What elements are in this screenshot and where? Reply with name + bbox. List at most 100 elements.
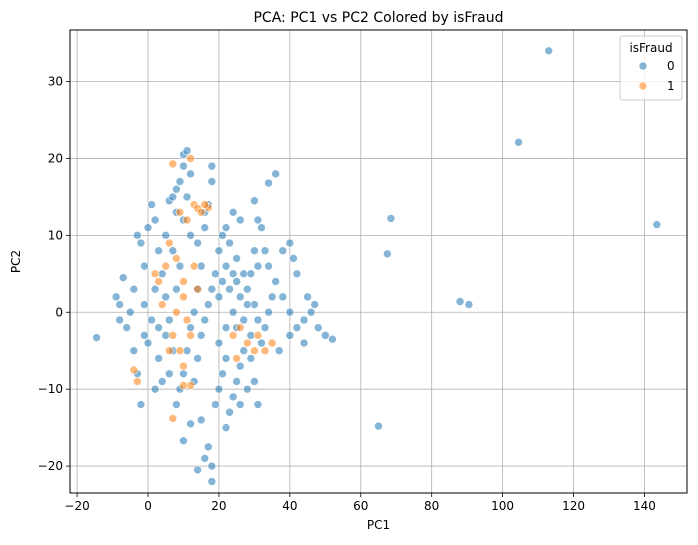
data-point-isfraud-0: [257, 338, 266, 348]
data-point-isfraud-0: [150, 215, 160, 225]
x-tick-label: 60: [353, 499, 368, 513]
x-tick-label: 140: [633, 499, 656, 513]
legend-marker-0: [638, 61, 648, 71]
data-point-isfraud-0: [214, 338, 224, 348]
data-point-isfraud-0: [200, 454, 210, 463]
data-point-isfraud-0: [115, 300, 124, 309]
data-point-isfraud-0: [182, 192, 192, 202]
data-point-isfraud-0: [225, 284, 234, 294]
data-point-isfraud-1: [150, 269, 160, 279]
data-point-isfraud-1: [179, 361, 188, 371]
data-point-isfraud-0: [154, 246, 163, 256]
data-point-isfraud-0: [154, 323, 163, 332]
data-point-isfraud-0: [129, 346, 139, 356]
data-point-isfraud-0: [221, 223, 231, 232]
data-point-isfraud-0: [264, 261, 273, 271]
data-point-isfraud-0: [179, 161, 188, 171]
data-point-isfraud-0: [652, 220, 662, 229]
data-point-isfraud-0: [140, 331, 149, 340]
data-point-isfraud-1: [260, 346, 270, 356]
data-point-isfraud-0: [147, 315, 156, 325]
data-point-isfraud-1: [242, 338, 252, 348]
data-point-isfraud-0: [235, 400, 245, 409]
data-point-isfraud-0: [193, 465, 202, 475]
y-tick-label: 0: [55, 305, 63, 319]
data-point-isfraud-0: [172, 184, 181, 194]
data-point-isfraud-0: [264, 178, 273, 188]
data-point-isfraud-0: [193, 354, 202, 363]
data-point-isfraud-0: [218, 369, 227, 379]
data-point-isfraud-0: [239, 315, 249, 325]
data-point-isfraud-1: [253, 331, 263, 340]
data-point-isfraud-0: [172, 400, 181, 409]
data-point-isfraud-1: [164, 346, 174, 356]
data-point-isfraud-0: [228, 307, 238, 317]
data-point-isfraud-0: [143, 223, 153, 232]
data-point-isfraud-1: [164, 238, 174, 248]
data-point-isfraud-1: [193, 284, 202, 294]
data-point-isfraud-0: [232, 254, 241, 263]
data-point-isfraud-0: [299, 338, 309, 348]
data-point-isfraud-0: [211, 400, 220, 409]
data-point-isfraud-0: [221, 323, 231, 332]
data-point-isfraud-1: [250, 346, 259, 356]
data-point-isfraud-1: [196, 207, 206, 217]
data-point-isfraud-1: [133, 377, 142, 386]
data-point-isfraud-0: [225, 238, 234, 248]
data-point-isfraud-0: [242, 284, 252, 294]
data-point-isfraud-0: [250, 246, 259, 256]
data-point-isfraud-0: [186, 231, 195, 240]
data-point-isfraud-0: [150, 384, 160, 394]
chart-title: PCA: PC1 vs PC2 Colored by isFraud: [253, 10, 503, 26]
data-point-isfraud-0: [232, 377, 241, 386]
data-point-isfraud-0: [271, 277, 280, 286]
data-point-isfraud-0: [464, 300, 474, 309]
data-point-isfraud-1: [175, 346, 185, 356]
data-point-isfraud-1: [179, 277, 188, 286]
data-point-isfraud-0: [264, 307, 273, 317]
data-point-isfraud-0: [285, 307, 295, 317]
data-point-isfraud-0: [235, 292, 245, 302]
data-point-isfraud-0: [129, 284, 139, 294]
data-point-isfraud-1: [154, 277, 163, 286]
data-point-isfraud-0: [292, 269, 302, 279]
data-point-isfraud-0: [161, 292, 171, 302]
data-point-isfraud-0: [253, 215, 263, 225]
data-point-isfraud-0: [246, 269, 256, 279]
data-point-isfraud-0: [544, 46, 554, 56]
data-point-isfraud-0: [228, 207, 238, 217]
data-point-isfraud-0: [207, 284, 217, 294]
data-point-isfraud-0: [182, 146, 192, 156]
data-point-isfraud-0: [242, 300, 252, 309]
y-tick-label: −20: [38, 459, 63, 473]
data-point-isfraud-0: [168, 192, 178, 202]
data-point-isfraud-0: [253, 400, 263, 409]
data-point-isfraud-1: [186, 154, 195, 163]
data-point-isfraud-0: [175, 261, 185, 271]
data-point-isfraud-0: [203, 300, 213, 309]
data-point-isfraud-1: [179, 292, 188, 302]
data-point-isfraud-0: [147, 200, 156, 209]
data-point-isfraud-1: [232, 354, 241, 363]
data-point-isfraud-0: [386, 214, 396, 223]
data-point-isfraud-0: [514, 137, 523, 147]
data-point-isfraud-0: [154, 354, 163, 363]
data-point-isfraud-0: [306, 307, 316, 317]
legend-label-1: 1: [667, 79, 675, 93]
data-point-isfraud-0: [150, 284, 160, 294]
data-point-isfraud-1: [168, 159, 178, 169]
x-tick-label: 40: [282, 499, 297, 513]
data-point-isfraud-0: [214, 384, 224, 394]
data-point-isfraud-1: [157, 300, 167, 309]
y-axis-label: PC2: [9, 250, 23, 273]
data-point-isfraud-0: [207, 461, 217, 471]
legend-label-0: 0: [667, 59, 675, 73]
data-point-isfraud-0: [207, 477, 217, 486]
data-point-isfraud-0: [186, 419, 195, 429]
data-point-isfraud-1: [200, 200, 210, 209]
data-point-isfraud-0: [271, 169, 280, 179]
data-point-isfraud-0: [172, 284, 181, 294]
data-point-isfraud-0: [143, 338, 153, 348]
data-point-isfraud-0: [125, 307, 135, 317]
data-point-isfraud-1: [235, 323, 245, 332]
